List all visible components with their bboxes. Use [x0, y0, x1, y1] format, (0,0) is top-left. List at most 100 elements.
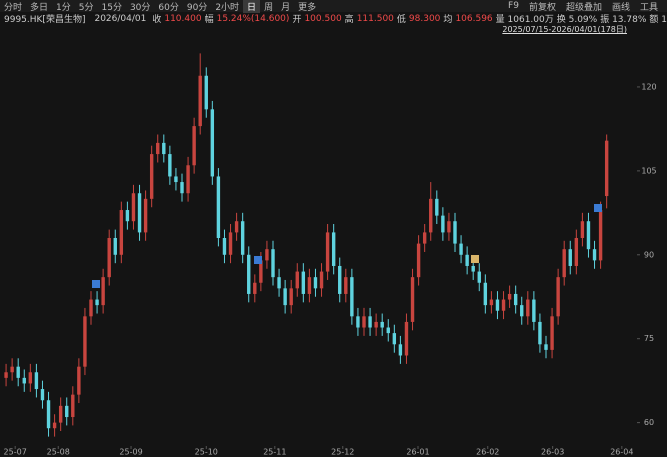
toolbar: 分时 多日 1分 5分 15分 30分 60分 90分 2小时日周月更多: [0, 0, 667, 13]
candle-body: [338, 265, 342, 294]
y-tick-label: 90: [644, 250, 654, 259]
candle-body: [198, 75, 202, 127]
quote-label: 高: [344, 15, 354, 25]
x-tick-label: 25-11: [263, 448, 286, 457]
period-tab[interactable]: 5分: [78, 2, 94, 13]
candle-body: [107, 238, 111, 278]
candle-body: [216, 176, 221, 238]
flag-icon[interactable]: [254, 256, 262, 264]
date-range[interactable]: 2025/07/15-2026/04/01(178日): [502, 25, 627, 34]
candle-body: [520, 305, 524, 317]
tool-button[interactable]: 工具: [639, 2, 658, 13]
candle-body: [253, 282, 257, 294]
candle-body: [368, 316, 372, 328]
candle-body: [283, 288, 287, 306]
candle-body: [271, 249, 275, 278]
candle-body: [507, 293, 512, 300]
candle-body: [513, 293, 518, 306]
period-tab[interactable]: 2小时: [215, 2, 240, 13]
candle-body: [404, 321, 409, 356]
candle-body: [380, 321, 384, 328]
candle-body: [344, 277, 348, 294]
candle-body: [447, 221, 451, 233]
candle-body: [210, 109, 215, 177]
period-tab[interactable]: 1分: [56, 2, 71, 13]
y-tick-label: 60: [644, 418, 654, 427]
candle-body: [46, 400, 51, 429]
candle-body: [113, 238, 117, 255]
candle-body: [556, 277, 560, 317]
period-tab[interactable]: 更多: [298, 2, 317, 13]
candle-body: [186, 165, 190, 194]
candle-body: [441, 215, 445, 233]
candle-body: [550, 316, 554, 350]
tool-button[interactable]: 超级叠加: [565, 2, 602, 13]
candle-body: [125, 210, 130, 222]
quote-label: 幅: [204, 15, 214, 25]
candle-body: [101, 277, 105, 306]
candle-body: [526, 299, 530, 317]
period-tab[interactable]: 日: [243, 0, 261, 13]
candle-body: [313, 277, 318, 289]
period-tab[interactable]: 分时: [4, 2, 23, 13]
candle-body: [301, 271, 306, 294]
quote-label: 收: [152, 15, 162, 25]
candle-body: [331, 232, 336, 266]
period-tab[interactable]: 周: [264, 2, 274, 13]
candle-body: [598, 210, 603, 261]
candle-body: [586, 221, 591, 250]
candle-body: [40, 389, 45, 401]
candle-body: [362, 316, 366, 328]
quote-value: 110.400: [164, 13, 202, 24]
tool-button[interactable]: F9: [508, 1, 519, 11]
period-tab[interactable]: 多日: [30, 2, 49, 13]
candle-body: [604, 140, 609, 197]
candle-body: [16, 366, 20, 378]
candle-body: [277, 277, 281, 289]
candle-body: [538, 321, 542, 345]
quote-value: 98.300: [408, 13, 441, 24]
x-tick-label: 25-08: [47, 448, 70, 457]
candle-body: [204, 75, 208, 110]
tool-button[interactable]: 画线: [611, 2, 630, 13]
x-tick-label: 25-07: [4, 448, 27, 457]
quote-label: 低: [396, 15, 406, 25]
candle-body: [489, 299, 494, 306]
candle-body: [89, 299, 93, 317]
candle-body: [10, 366, 14, 373]
quote-stat: 换 5.09%: [556, 15, 598, 25]
quote-value: 100.500: [304, 13, 342, 24]
flag-icon[interactable]: [471, 255, 479, 263]
y-tick-label: 105: [641, 166, 656, 175]
period-tab[interactable]: 60分: [158, 2, 179, 13]
period-tab[interactable]: 90分: [186, 2, 208, 13]
candle-body: [28, 372, 33, 384]
candle-body: [350, 277, 354, 317]
candle-body: [71, 394, 75, 418]
candle-body: [22, 377, 26, 384]
flag-icon[interactable]: [594, 204, 602, 212]
candle-body: [95, 299, 99, 306]
tool-button[interactable]: 前复权: [528, 2, 556, 13]
flag-icon[interactable]: [92, 280, 100, 288]
candle-body: [410, 277, 415, 322]
quote-label: 均: [443, 15, 453, 25]
period-tab[interactable]: 15分: [101, 2, 122, 13]
candle-body: [259, 260, 263, 283]
candle-body: [83, 316, 87, 367]
candle-body: [222, 238, 227, 255]
period-tab[interactable]: 月: [281, 2, 291, 13]
x-tick-label: 26-03: [541, 448, 564, 457]
quote-value: 15.24%(14.600): [216, 13, 290, 24]
candle-body: [162, 142, 166, 155]
candle-body: [453, 221, 457, 244]
symbol: 9995.HK[荣昌生物]: [4, 15, 86, 25]
candle-body: [495, 299, 500, 311]
period-tab[interactable]: 30分: [129, 2, 151, 13]
candle-body: [416, 243, 421, 278]
candle-body: [319, 271, 324, 289]
x-tick-label: 26-01: [406, 448, 429, 457]
candle-body: [465, 254, 469, 266]
candle-body: [180, 182, 184, 194]
